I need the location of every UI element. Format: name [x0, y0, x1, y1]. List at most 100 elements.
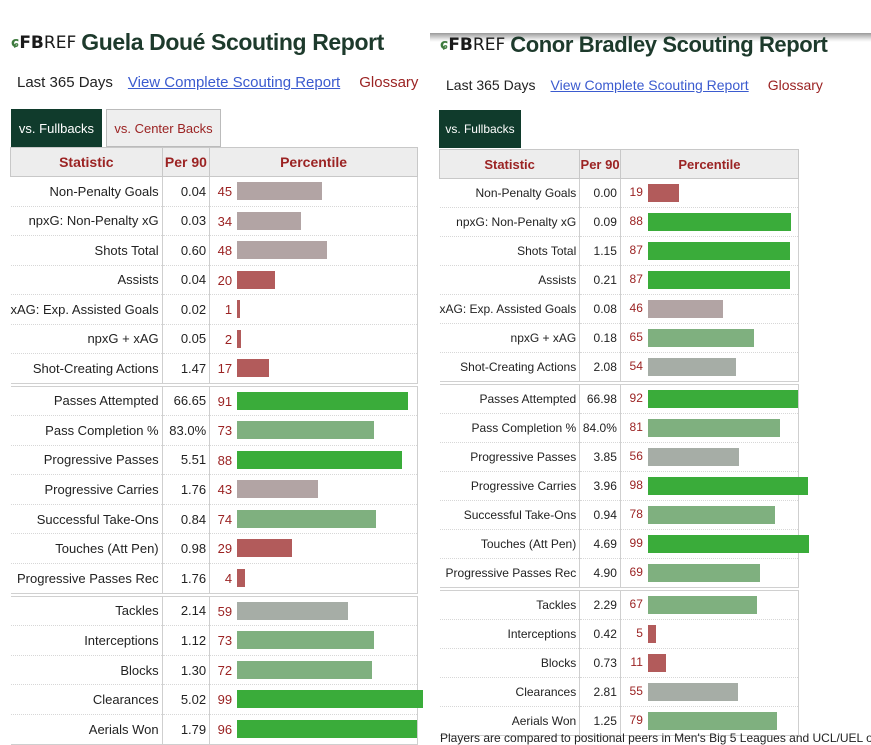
per90-value: 84.0% — [579, 413, 621, 443]
per90-value: 4.69 — [579, 529, 621, 559]
stat-name[interactable]: npxG: Non-Penalty xG — [10, 206, 163, 236]
per90-value: 2.29 — [579, 587, 621, 620]
stat-name[interactable]: Pass Completion % — [10, 415, 163, 446]
percentile-bar — [647, 242, 790, 260]
column-header-per-90[interactable]: Per 90 — [161, 147, 211, 177]
stat-name[interactable]: Successful Take-Ons — [439, 500, 581, 530]
percentile-value: 1 — [224, 302, 233, 317]
stat-name[interactable]: Progressive Passes Rec — [10, 563, 163, 596]
stat-name[interactable]: Passes Attempted — [439, 381, 581, 414]
percentile-value: 99 — [629, 536, 643, 550]
stat-name[interactable]: npxG + xAG — [439, 323, 581, 353]
stat-name[interactable]: Assists — [10, 265, 163, 295]
percentile-value: 55 — [629, 684, 643, 698]
percentile-cell: 55 — [620, 677, 800, 707]
stat-name[interactable]: Shot-Creating Actions — [439, 352, 581, 384]
percentile-cell: 99 — [620, 529, 809, 559]
column-header-statistic[interactable]: Statistic — [10, 147, 163, 177]
percentile-cell: 4 — [209, 563, 418, 596]
stat-name[interactable]: Progressive Passes — [439, 442, 581, 472]
per90-value: 2.81 — [579, 677, 621, 707]
stat-name[interactable]: Shots Total — [10, 235, 163, 266]
stat-name[interactable]: Shots Total — [439, 236, 581, 266]
percentile-cell: 46 — [620, 294, 800, 324]
table-row: Blocks 1.30 72 — [10, 655, 418, 686]
stat-name[interactable]: Pass Completion % — [439, 413, 581, 443]
table-row: Interceptions 0.42 5 — [439, 619, 800, 649]
column-header-percentile[interactable]: Percentile — [619, 149, 800, 179]
view-complete-report-link[interactable]: View Complete Scouting Report — [550, 77, 749, 93]
percentile-bar — [237, 241, 328, 259]
percentile-bar — [647, 419, 780, 437]
table-row: Aerials Won 1.79 96 — [10, 714, 418, 745]
view-complete-report-link[interactable]: View Complete Scouting Report — [127, 74, 341, 91]
stat-name[interactable]: Tackles — [439, 587, 581, 620]
stat-name[interactable]: Assists — [439, 265, 581, 295]
stat-name[interactable]: Clearances — [439, 677, 581, 707]
percentile-value: 99 — [217, 692, 233, 708]
per90-value: 3.96 — [579, 471, 621, 501]
percentile-value: 78 — [629, 507, 643, 521]
report-title: ɕ FB REF Guela Doué Scouting Report — [11, 29, 384, 56]
stat-name[interactable]: Successful Take-Ons — [10, 504, 163, 535]
percentile-value: 72 — [217, 662, 233, 678]
per90-value: 0.94 — [579, 500, 621, 530]
stat-name[interactable]: npxG: Non-Penalty xG — [439, 207, 581, 237]
glossary-link[interactable]: Glossary — [359, 74, 419, 91]
percentile-bar — [237, 569, 246, 588]
stat-name[interactable]: Passes Attempted — [10, 382, 163, 417]
stat-name[interactable]: Clearances — [10, 684, 163, 716]
stat-name[interactable]: xAG: Exp. Assisted Goals — [10, 294, 163, 325]
tab-vs-fullbacks[interactable]: vs. Fullbacks — [439, 110, 521, 148]
table-row: Progressive Carries 1.76 43 — [10, 474, 418, 505]
stat-name[interactable]: Interceptions — [10, 625, 163, 656]
per90-value: 1.25 — [579, 706, 621, 736]
stat-name[interactable]: Blocks — [10, 655, 163, 686]
percentile-bar — [647, 477, 808, 495]
fbref-logo[interactable]: ɕ FB REF — [11, 32, 77, 53]
column-header-per-90[interactable]: Per 90 — [579, 149, 621, 179]
stat-name[interactable]: Touches (Att Pen) — [10, 533, 163, 565]
stat-name[interactable]: Non-Penalty Goals — [10, 176, 163, 207]
stat-name[interactable]: Tackles — [10, 592, 163, 627]
stat-name[interactable]: Aerials Won — [439, 706, 581, 736]
column-header-statistic[interactable]: Statistic — [438, 149, 581, 179]
stat-name[interactable]: npxG + xAG — [10, 324, 163, 354]
stat-name[interactable]: Aerials Won — [10, 714, 163, 745]
percentile-bar — [647, 625, 656, 643]
percentile-value: 73 — [217, 423, 233, 439]
per90-value: 0.98 — [162, 533, 211, 565]
stat-name[interactable]: Blocks — [439, 648, 581, 678]
stat-name[interactable]: Progressive Carries — [10, 474, 163, 505]
stats-table: Statistic Per 90 Percentile Non-Penalty Goa… — [438, 149, 809, 736]
percentile-bar — [237, 690, 424, 709]
percentile-bar — [237, 539, 293, 558]
stat-name[interactable]: Interceptions — [439, 619, 581, 649]
per90-value: 1.15 — [579, 236, 621, 266]
table-header-row: Statistic Per 90 Percentile — [438, 149, 800, 179]
per90-value: 0.00 — [579, 178, 621, 208]
percentile-value: 5 — [636, 626, 643, 640]
percentile-cell: 67 — [620, 587, 800, 620]
percentile-bar — [647, 712, 777, 730]
percentile-cell: 43 — [209, 474, 418, 505]
stat-name[interactable]: Non-Penalty Goals — [439, 178, 581, 208]
glossary-link[interactable]: Glossary — [767, 77, 823, 93]
stat-name[interactable]: Shot-Creating Actions — [10, 353, 163, 385]
percentile-bar — [647, 683, 738, 701]
stat-name[interactable]: Touches (Att Pen) — [439, 529, 581, 559]
tab-vs-fullbacks[interactable]: vs. Fullbacks — [11, 109, 102, 147]
fbref-logo[interactable]: ɕ FB REF — [440, 35, 506, 55]
stat-name[interactable]: Progressive Passes — [10, 445, 163, 476]
percentile-cell: 11 — [620, 648, 800, 678]
percentile-value: 11 — [630, 655, 643, 669]
percentile-value: 69 — [629, 565, 643, 579]
per90-value: 0.03 — [162, 206, 211, 236]
stat-name[interactable]: xAG: Exp. Assisted Goals — [439, 294, 581, 324]
stat-name[interactable]: Progressive Carries — [439, 471, 581, 501]
column-header-percentile[interactable]: Percentile — [209, 147, 418, 177]
table-row: Clearances 2.81 55 — [439, 677, 800, 707]
table-row: xAG: Exp. Assisted Goals 0.08 46 — [439, 294, 800, 324]
tab-vs-center-backs[interactable]: vs. Center Backs — [106, 109, 221, 147]
stat-name[interactable]: Progressive Passes Rec — [439, 558, 581, 590]
